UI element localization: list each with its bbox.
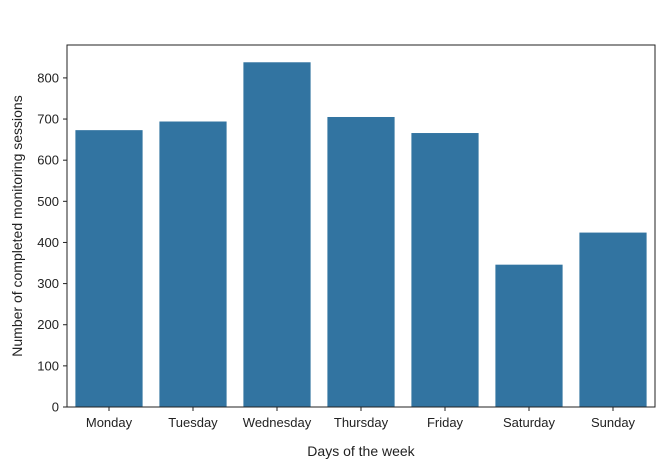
bar-wednesday — [243, 62, 311, 407]
x-tick-label: Friday — [427, 415, 464, 430]
x-axis-label: Days of the week — [307, 443, 415, 459]
x-tick-label: Sunday — [591, 415, 636, 430]
bars-group — [75, 62, 647, 408]
bar-saturday — [495, 264, 563, 407]
x-tick-label: Monday — [86, 415, 133, 430]
x-tick-label: Thursday — [334, 415, 389, 430]
bar-thursday — [327, 116, 395, 408]
y-tick-label: 600 — [37, 153, 59, 168]
y-tick-label: 500 — [37, 194, 59, 209]
y-tick-label: 300 — [37, 276, 59, 291]
y-tick-label: 100 — [37, 358, 59, 373]
y-tick-label: 400 — [37, 235, 59, 250]
y-tick-label: 700 — [37, 112, 59, 127]
y-tick-label: 0 — [52, 400, 59, 415]
y-axis-label: Number of completed monitoring sessions — [9, 95, 25, 356]
x-tick-label: Saturday — [503, 415, 556, 430]
bar-sunday — [579, 232, 647, 407]
x-axis-ticks: Monday Tuesday Wednesday Thursday Friday Satu… — [86, 407, 636, 430]
bar-tuesday — [159, 121, 227, 407]
bar-monday — [75, 130, 143, 407]
y-tick-label: 200 — [37, 317, 59, 332]
y-axis-ticks: 0 100 200 300 400 500 600 700 800 — [37, 70, 67, 415]
y-tick-label: 800 — [37, 70, 59, 85]
x-tick-label: Tuesday — [168, 415, 218, 430]
plot-frame — [66, 44, 656, 408]
bar-friday — [411, 133, 479, 407]
x-tick-label: Wednesday — [243, 415, 312, 430]
